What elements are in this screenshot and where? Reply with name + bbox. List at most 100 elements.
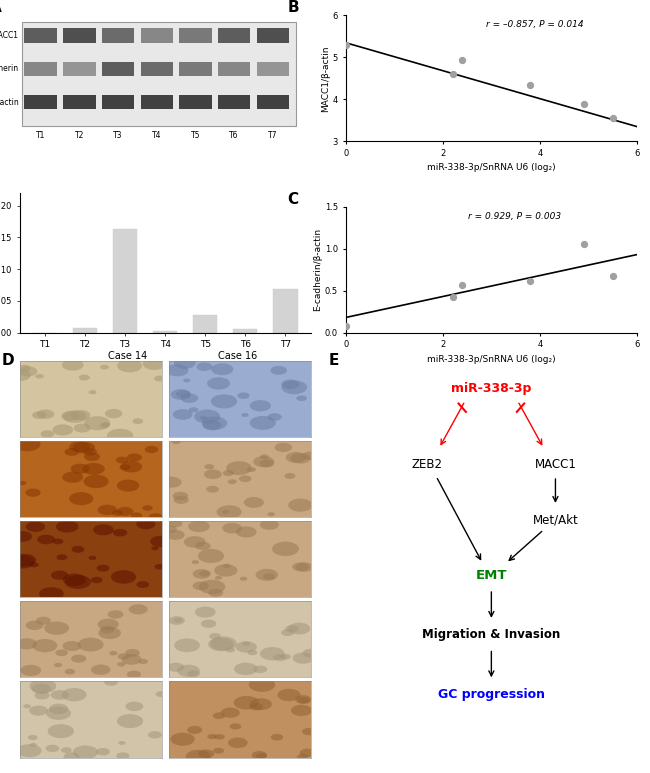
Circle shape [278, 689, 300, 701]
Circle shape [174, 495, 188, 504]
Circle shape [214, 564, 237, 577]
Circle shape [292, 652, 314, 664]
Circle shape [171, 389, 190, 400]
Circle shape [26, 522, 45, 532]
Circle shape [227, 479, 237, 484]
Bar [102, 29, 135, 43]
Text: r = –0.857, P = 0.014: r = –0.857, P = 0.014 [486, 21, 583, 29]
Circle shape [274, 443, 292, 452]
Circle shape [96, 748, 110, 755]
Circle shape [254, 666, 267, 673]
Circle shape [203, 420, 222, 431]
Bar [25, 95, 57, 109]
Circle shape [118, 653, 129, 659]
Circle shape [195, 542, 211, 550]
Circle shape [176, 390, 191, 398]
Circle shape [192, 560, 199, 564]
Text: T6: T6 [229, 131, 239, 140]
Circle shape [302, 649, 318, 658]
Circle shape [183, 379, 190, 383]
Circle shape [84, 475, 109, 488]
Bar [140, 62, 173, 76]
Circle shape [117, 479, 139, 492]
Circle shape [62, 359, 84, 371]
Circle shape [250, 698, 272, 710]
Circle shape [62, 688, 86, 701]
Circle shape [241, 413, 249, 417]
Circle shape [46, 707, 71, 720]
Circle shape [292, 563, 309, 571]
Circle shape [237, 393, 250, 399]
Circle shape [109, 651, 118, 656]
Circle shape [288, 622, 310, 635]
Circle shape [18, 365, 31, 371]
Circle shape [200, 416, 207, 420]
Circle shape [155, 691, 167, 697]
Circle shape [88, 556, 96, 560]
Circle shape [12, 531, 32, 542]
Circle shape [286, 452, 306, 463]
Circle shape [302, 451, 318, 460]
Circle shape [188, 407, 198, 413]
Circle shape [194, 410, 220, 424]
Circle shape [16, 638, 37, 649]
Circle shape [30, 743, 37, 747]
Circle shape [20, 665, 41, 676]
Circle shape [260, 519, 279, 530]
Circle shape [284, 473, 295, 478]
Circle shape [29, 562, 39, 567]
Circle shape [250, 416, 276, 430]
Circle shape [53, 539, 64, 544]
Circle shape [295, 695, 311, 704]
Circle shape [285, 625, 299, 632]
Circle shape [207, 734, 217, 739]
Circle shape [138, 659, 148, 664]
Text: E: E [328, 353, 339, 368]
Circle shape [26, 621, 44, 630]
Circle shape [173, 492, 188, 500]
Circle shape [84, 452, 100, 461]
Circle shape [136, 581, 149, 588]
Circle shape [198, 750, 214, 758]
Circle shape [173, 409, 192, 420]
Circle shape [207, 377, 230, 390]
Circle shape [116, 752, 129, 759]
Circle shape [260, 455, 268, 459]
Circle shape [288, 499, 313, 512]
Circle shape [168, 519, 183, 527]
Circle shape [73, 424, 90, 433]
Circle shape [235, 642, 257, 652]
Y-axis label: MACC1/β-actin: MACC1/β-actin [321, 45, 330, 111]
Circle shape [291, 705, 312, 716]
Circle shape [84, 416, 111, 431]
Circle shape [199, 570, 210, 577]
Circle shape [101, 422, 110, 427]
Circle shape [40, 431, 54, 438]
Point [457, 278, 467, 291]
Circle shape [96, 564, 109, 571]
Point [608, 112, 618, 124]
Circle shape [56, 520, 79, 533]
Bar [25, 62, 57, 76]
Circle shape [70, 441, 90, 452]
Text: E-cadherin: E-cadherin [0, 64, 19, 73]
Circle shape [204, 469, 222, 479]
X-axis label: miR-338-3p/SnRNA U6 (log₂): miR-338-3p/SnRNA U6 (log₂) [427, 164, 556, 172]
Circle shape [256, 753, 267, 759]
Circle shape [170, 733, 195, 746]
Circle shape [174, 618, 183, 622]
Circle shape [117, 359, 142, 373]
Circle shape [161, 477, 182, 488]
Circle shape [120, 465, 131, 470]
Circle shape [210, 636, 237, 651]
Circle shape [259, 459, 274, 468]
Circle shape [62, 641, 81, 651]
Bar [153, 331, 177, 332]
Circle shape [205, 464, 214, 469]
Bar [73, 328, 97, 332]
Circle shape [127, 454, 142, 461]
Circle shape [36, 617, 51, 625]
Circle shape [53, 424, 73, 435]
Circle shape [281, 380, 307, 394]
Circle shape [154, 376, 165, 381]
